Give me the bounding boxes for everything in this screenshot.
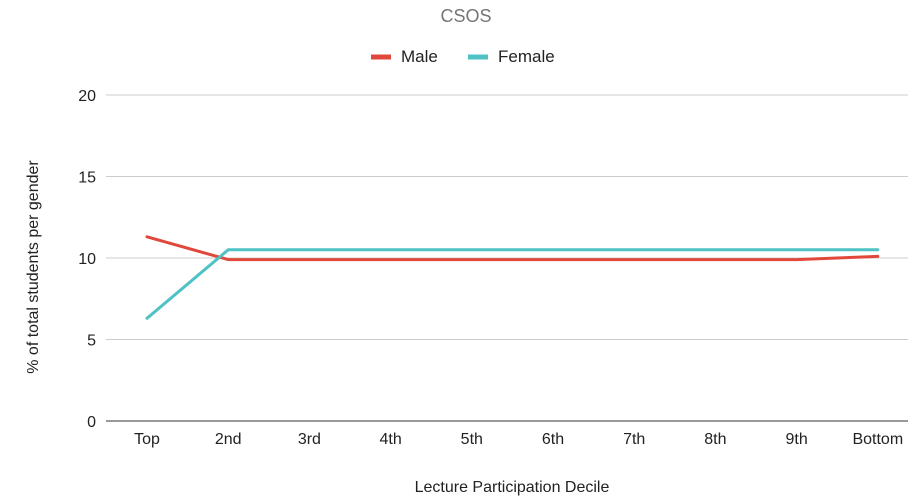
x-axis-title: Lecture Participation Decile xyxy=(415,479,610,496)
x-tick-label: Bottom xyxy=(852,431,903,448)
x-tick-label: 6th xyxy=(542,431,564,448)
x-tick-label: 5th xyxy=(461,431,483,448)
chart-title: CSOS xyxy=(440,6,491,26)
y-tick-label: 0 xyxy=(87,414,96,431)
y-tick-label: 5 xyxy=(87,333,96,350)
y-tick-label: 10 xyxy=(78,251,96,268)
legend: Male Female xyxy=(371,47,555,66)
x-tick-label: 4th xyxy=(379,431,401,448)
x-tick-label: 2nd xyxy=(215,431,242,448)
y-tick-label: 15 xyxy=(78,170,96,187)
y-tick-label: 20 xyxy=(78,88,96,105)
legend-label-female: Female xyxy=(498,47,555,66)
x-tick-label: 9th xyxy=(785,431,807,448)
x-tick-label: 3rd xyxy=(298,431,321,448)
y-axis-ticks: 0 5 10 15 20 xyxy=(78,88,96,431)
x-tick-label: Top xyxy=(134,431,160,448)
series-line-male xyxy=(145,235,880,262)
series-lines xyxy=(145,235,880,320)
series-line-female xyxy=(145,248,880,320)
x-tick-label: 7th xyxy=(623,431,645,448)
y-axis-title: % of total students per gender xyxy=(25,160,42,374)
legend-label-male: Male xyxy=(401,47,438,66)
gridlines xyxy=(106,94,908,422)
x-axis-ticks: Top 2nd 3rd 4th 5th 6th 7th 8th 9th Bottom xyxy=(134,431,903,448)
x-tick-label: 8th xyxy=(704,431,726,448)
